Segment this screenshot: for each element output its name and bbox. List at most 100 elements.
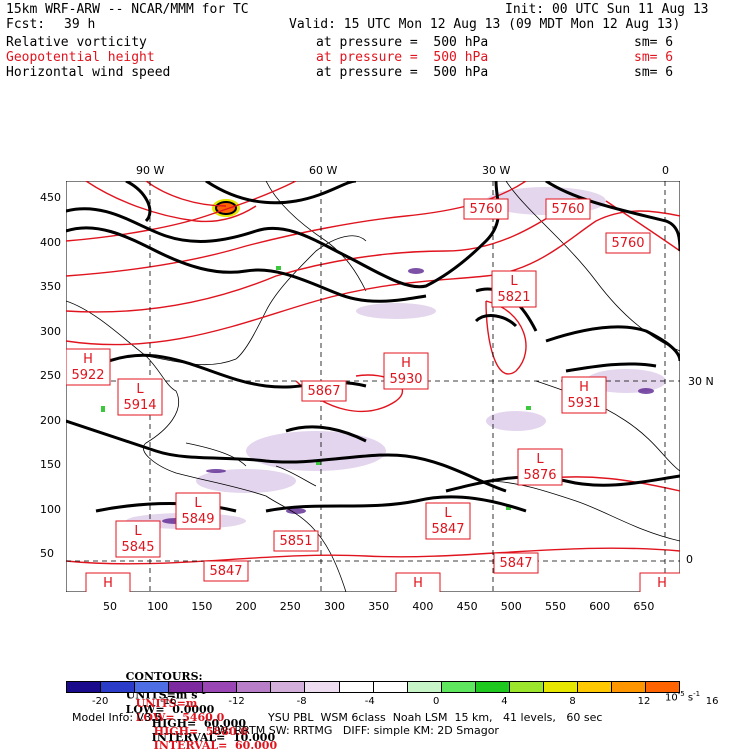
svg-text:L: L — [510, 274, 518, 289]
colorbar-tick-label: -16 — [160, 696, 177, 707]
colorbar-units: 10-5 s-1 — [665, 690, 701, 704]
y-tick-label: 150 — [40, 458, 61, 471]
colorbar-swatch — [271, 682, 306, 692]
colorbar-swatch — [475, 682, 510, 692]
height-center-label: H — [395, 572, 441, 592]
field-name-height: Geopotential height — [6, 50, 155, 65]
contour-legend-high: HIGH= 5880.0 — [153, 725, 248, 738]
height-center-label: 5760 — [545, 198, 591, 220]
y-tick-label: 250 — [40, 369, 61, 382]
svg-text:L: L — [536, 452, 544, 467]
physics-line-2: LW: RRTM SW: RRTMG DIFF: simple KM: 2D S… — [212, 724, 499, 737]
field-smooth-vorticity: sm= 6 — [634, 35, 674, 50]
forecast-hour: 39 h — [64, 17, 96, 32]
field-level-vorticity: at pressure = 500 hPa — [316, 35, 489, 50]
lat-label-0: 0 — [686, 553, 693, 566]
colorbar-tick-label: 8 — [569, 696, 576, 707]
height-center-label: H — [85, 572, 131, 592]
height-center-label: 5847 — [493, 552, 539, 574]
svg-text:H: H — [657, 576, 667, 591]
vorticity-positive — [101, 266, 531, 510]
svg-text:H: H — [413, 576, 423, 591]
colorbar-swatch — [339, 682, 374, 692]
y-tick-label: 200 — [40, 413, 61, 427]
y-tick-label: 450 — [40, 191, 61, 204]
vorticity-max — [212, 199, 240, 217]
x-tick-label: 450 — [456, 600, 478, 613]
colorbar-swatch — [612, 682, 647, 692]
init-time: Init: 00 UTC Sun 11 Aug 13 — [505, 2, 709, 17]
lat-label-30n: 30 N — [688, 375, 714, 388]
height-center-label: 5867 — [301, 380, 347, 402]
height-center-label: H — [639, 572, 680, 592]
colorbar-swatch — [543, 682, 578, 692]
svg-text:5931: 5931 — [567, 396, 600, 411]
x-tick-label: 400 — [412, 600, 434, 613]
svg-text:5760: 5760 — [551, 202, 584, 217]
x-tick-label: 150 — [191, 600, 213, 613]
colorbar-swatch — [203, 682, 238, 692]
svg-text:5914: 5914 — [123, 398, 156, 413]
physics-line-1: YSU PBL WSM 6class Noah LSM 15 km, 41 le… — [268, 711, 603, 724]
field-name-wind: Horizontal wind speed — [6, 65, 171, 80]
height-center-labels: H5922L59145867H5930L5821H5931L5876L5849L… — [66, 198, 680, 592]
colorbar-swatch — [237, 682, 272, 692]
colorbar-swatch — [646, 682, 680, 692]
x-tick-label: 300 — [324, 600, 345, 613]
colorbar-tick-label: 0 — [433, 696, 440, 707]
x-tick-label: 500 — [500, 600, 522, 613]
svg-text:5930: 5930 — [389, 372, 422, 387]
svg-text:H: H — [579, 380, 589, 395]
svg-text:5847: 5847 — [499, 556, 532, 571]
valid-time: Valid: 15 UTC Mon 12 Aug 13 (09 MDT Mon … — [289, 17, 681, 32]
svg-text:5760: 5760 — [611, 236, 644, 251]
svg-text:5922: 5922 — [71, 368, 104, 383]
colorbar-tick-label: -12 — [228, 696, 245, 707]
y-tick-label: 50 — [40, 547, 54, 560]
colorbar-tick-label: -8 — [296, 696, 307, 707]
colorbar-swatch — [305, 682, 340, 692]
y-tick-label: 100 — [40, 502, 61, 516]
height-center-label: 5760 — [463, 198, 509, 220]
x-tick-label: 550 — [545, 600, 566, 613]
x-tick-label: 350 — [368, 600, 390, 613]
field-level-wind: at pressure = 500 hPa — [316, 65, 489, 80]
weather-map: H5922L59145867H5930L5821H5931L5876L5849L… — [66, 181, 680, 592]
colorbar-tick-label: 4 — [501, 696, 508, 707]
height-center-label: 5760 — [605, 232, 651, 254]
y-tick-label: 400 — [40, 235, 61, 249]
svg-text:L: L — [444, 506, 452, 521]
contour-legend-label: CONTOURS: — [125, 670, 203, 683]
colorbar-tick-label: -20 — [92, 696, 109, 707]
vorticity-colorbar — [66, 681, 680, 693]
colorbar-swatch — [101, 682, 136, 692]
map-title: 15km WRF-ARW -- NCAR/MMM for TC — [6, 2, 249, 17]
colorbar-tick-label: 16 — [705, 696, 719, 707]
field-level-height: at pressure = 500 hPa — [316, 50, 489, 65]
colorbar-tick-label: 12 — [637, 696, 651, 707]
svg-text:5760: 5760 — [469, 202, 502, 217]
lon-label-30w: 30 W — [482, 164, 511, 177]
colorbar-swatch — [67, 682, 102, 692]
svg-text:5845: 5845 — [121, 540, 154, 555]
lon-label-0: 0 — [662, 164, 669, 177]
svg-text:5851: 5851 — [279, 534, 312, 549]
svg-text:5847: 5847 — [431, 522, 464, 537]
colorbar-swatch — [509, 682, 544, 692]
svg-text:5849: 5849 — [181, 512, 214, 527]
field-smooth-wind: sm= 6 — [634, 65, 674, 80]
svg-text:L: L — [136, 382, 144, 397]
colorbar-swatch — [135, 682, 170, 692]
svg-text:5867: 5867 — [307, 384, 340, 399]
svg-text:L: L — [194, 496, 202, 511]
svg-text:5876: 5876 — [523, 468, 556, 483]
colorbar-swatch — [407, 682, 442, 692]
contour-legend-low: LOW= 5460.0 — [135, 711, 225, 724]
